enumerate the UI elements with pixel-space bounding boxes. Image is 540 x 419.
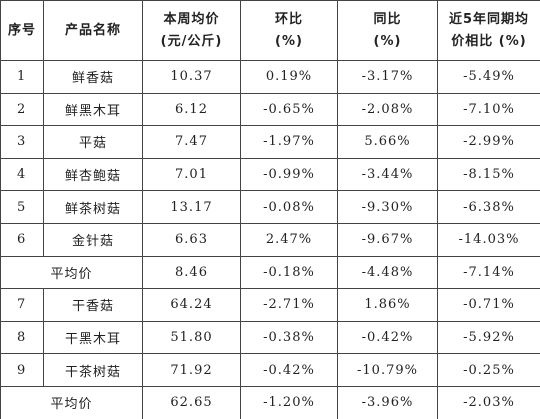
cell: -9.30% [337, 190, 438, 224]
header-cell: 本周均价 (元/公斤) [142, 0, 241, 61]
cell: -5.92% [437, 320, 540, 355]
cell: -0.65% [240, 92, 338, 127]
index-cell: 8 [0, 320, 44, 355]
cell: -1.97% [240, 125, 338, 159]
data-row: 1 鲜香菇 10.37 0.19% -3.17% -5.49% [0, 60, 540, 94]
cell: -0.71% [437, 288, 540, 322]
data-row: 3 平菇 7.47 -1.97% 5.66% -2.99% [0, 125, 540, 159]
index-cell: 6 [0, 222, 44, 257]
data-row: 2 鲜黑木耳 6.12 -0.65% -2.08% -7.10% [0, 92, 540, 127]
index-cell: 2 [0, 92, 44, 127]
table-body: 1 鲜香菇 10.37 0.19% -3.17% -5.49% 2 鲜黑木耳 6.12 -0.65… [0, 60, 540, 419]
cell: -2.03% [437, 385, 540, 419]
cell: -9.67% [337, 222, 438, 257]
header-cell: 近5年同期均 价相比 (%) [437, 0, 540, 61]
header-line: (%) [373, 33, 402, 49]
cell: 10.37 [142, 60, 241, 94]
header-line: (元/公斤) [160, 33, 223, 49]
cell: 13.17 [142, 190, 241, 224]
header-cell: 环比 (%) [240, 0, 338, 61]
header-cell: 产品名称 [43, 0, 143, 61]
cell: -0.25% [437, 353, 540, 387]
index-cell: 5 [0, 190, 44, 224]
cell: -0.99% [240, 157, 338, 192]
cell: 71.92 [142, 353, 241, 387]
cell: 62.65 [142, 385, 241, 419]
index-cell: 1 [0, 60, 44, 94]
header-line: 序号 [7, 22, 36, 38]
data-row: 7 干香菇 64.24 -2.71% 1.86% -0.71% [0, 288, 540, 322]
cell: 2.47% [240, 222, 338, 257]
cell: 8.46 [142, 255, 241, 290]
data-row: 4 鲜杏鲍菇 7.01 -0.99% -3.44% -8.15% [0, 157, 540, 192]
cell: 1.86% [337, 288, 438, 322]
data-row: 5 鲜茶树菇 13.17 -0.08% -9.30% -6.38% [0, 190, 540, 224]
cell: 鲜茶树菇 [43, 190, 143, 224]
cell: -4.48% [337, 255, 438, 290]
cell: -2.08% [337, 92, 438, 127]
header-line: (%) [275, 33, 303, 49]
cell: -10.79% [337, 353, 438, 387]
cell: 6.63 [142, 222, 241, 257]
cell: 5.66% [337, 125, 438, 159]
cell: 鲜杏鲍菇 [43, 157, 143, 192]
header-cell: 序号 [0, 0, 44, 61]
cell: -2.99% [437, 125, 540, 159]
header-cell: 同比 (%) [337, 0, 438, 61]
header-line: 本周均价 [163, 11, 220, 27]
cell: 干香菇 [43, 288, 143, 322]
data-row: 8 干黑木耳 51.80 -0.38% -0.42% -5.92% [0, 320, 540, 355]
header-row: 序号 产品名称 本周均价 (元/公斤) 环比 (%) 同比 (%) 近5年同期均 价相比 (%) [0, 0, 540, 61]
cell: 51.80 [142, 320, 241, 355]
cell: -0.38% [240, 320, 338, 355]
cell: -1.20% [240, 385, 338, 419]
cell: -0.18% [240, 255, 338, 290]
cell: 鲜黑木耳 [43, 92, 143, 127]
header-line: 价相比 (%) [451, 33, 527, 49]
header-line: 近5年同期均 [448, 11, 530, 27]
cell: 干黑木耳 [43, 320, 143, 355]
cell: 7.47 [142, 125, 241, 159]
cell: -14.03% [437, 222, 540, 257]
cell: -8.15% [437, 157, 540, 192]
cell: -3.17% [337, 60, 438, 94]
cell: -5.49% [437, 60, 540, 94]
average-row: 平均价 62.65 -1.20% -3.96% -2.03% [0, 385, 540, 419]
cell: 平菇 [43, 125, 143, 159]
cell: -6.38% [437, 190, 540, 224]
average-label: 平均价 [0, 385, 143, 419]
header-line: 同比 [373, 11, 402, 27]
index-cell: 9 [0, 353, 44, 387]
cell: 鲜香菇 [43, 60, 143, 94]
cell: -3.44% [337, 157, 438, 192]
cell: 64.24 [142, 288, 241, 322]
index-cell: 3 [0, 125, 44, 159]
cell: 干茶树菇 [43, 353, 143, 387]
cell: 6.12 [142, 92, 241, 127]
data-row: 9 干茶树菇 71.92 -0.42% -10.79% -0.25% [0, 353, 540, 387]
header-line: 环比 [274, 11, 303, 27]
index-cell: 7 [0, 288, 44, 322]
cell: -7.14% [437, 255, 540, 290]
data-row: 6 金针菇 6.63 2.47% -9.67% -14.03% [0, 222, 540, 257]
index-cell: 4 [0, 157, 44, 192]
cell: -0.08% [240, 190, 338, 224]
cell: -0.42% [240, 353, 338, 387]
average-label: 平均价 [0, 255, 143, 290]
cell: 7.01 [142, 157, 241, 192]
cell: -3.96% [337, 385, 438, 419]
cell: -0.42% [337, 320, 438, 355]
cell: -7.10% [437, 92, 540, 127]
average-row: 平均价 8.46 -0.18% -4.48% -7.14% [0, 255, 540, 290]
cell: 金针菇 [43, 222, 143, 257]
cell: 0.19% [240, 60, 338, 94]
header-line: 产品名称 [64, 22, 121, 38]
cell: -2.71% [240, 288, 338, 322]
